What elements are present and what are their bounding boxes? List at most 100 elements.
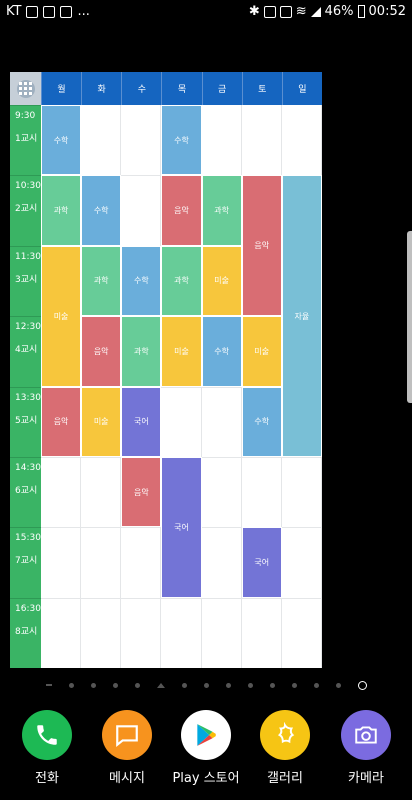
period-number: 2교시 [15,204,38,215]
page-dot[interactable] [68,682,74,688]
class-cell[interactable]: 음악 [161,175,202,246]
page-dot[interactable] [291,682,297,688]
timetable-menu-button[interactable] [10,72,41,105]
class-cell[interactable]: 미술 [161,316,202,387]
camera-icon [341,710,391,760]
download-notification-icon [60,5,73,18]
period-number: 6교시 [15,486,38,496]
class-cell[interactable]: 음악 [41,386,82,457]
class-cell[interactable]: 자율 [281,175,322,457]
page-dot[interactable] [181,682,187,688]
day-header: 목 [161,72,202,105]
period-time: 16:30 [15,603,41,614]
grid-divider [41,386,322,388]
page-dot[interactable] [357,680,367,690]
class-cell[interactable]: 수학 [121,245,162,317]
carrier-label: KT [6,4,22,19]
dock-app-play-store[interactable]: Play 스토어 [166,710,246,786]
page-dot[interactable] [203,682,209,688]
phone-icon [22,710,72,760]
class-cell[interactable]: 미술 [41,245,82,387]
page-dot[interactable] [156,682,165,688]
class-cell[interactable]: 음악 [241,175,282,317]
app-notification-icon [43,5,56,18]
page-dot[interactable] [247,682,253,688]
period-time: 11:30 [15,251,41,262]
gallery-notification-icon [26,5,39,18]
page-dot[interactable] [112,682,118,688]
period-number: 3교시 [15,274,38,285]
page-dot[interactable] [134,682,140,688]
dock-app-phone[interactable]: 전화 [7,710,87,786]
wifi-icon: ≋ [295,4,307,19]
class-cell[interactable]: 과학 [81,245,122,317]
dock-app-gallery[interactable]: 갤러리 [245,710,325,786]
class-cell[interactable]: 수학 [201,316,242,387]
class-cell[interactable]: 과학 [161,245,202,317]
period-label: 9:30 1교시 [10,105,41,175]
class-cell[interactable]: 국어 [161,457,202,598]
class-cell[interactable]: 미술 [201,245,242,317]
class-cell[interactable]: 국어 [241,527,282,598]
period-time: 15:30 [15,533,41,544]
period-label: 14:30 6교시 [10,457,41,527]
status-bar: KT ... ✱ ≋ 46% 00:52 [0,0,412,26]
dock-app-message[interactable]: 메시지 [87,710,167,786]
battery-percent: 46% [324,4,354,19]
day-header: 일 [281,72,322,105]
page-dot[interactable] [269,682,275,688]
page-dot[interactable] [90,682,96,688]
day-header: 화 [81,72,122,105]
edge-panel-handle[interactable] [407,231,412,403]
day-header: 금 [201,72,242,105]
class-cell[interactable]: 과학 [121,316,162,387]
class-cell[interactable]: 미술 [241,316,282,387]
signal-icon [310,6,321,17]
page-dot[interactable] [45,684,52,686]
class-cell[interactable]: 음악 [81,316,122,387]
app-label: Play 스토어 [172,771,240,786]
class-cell[interactable]: 국어 [121,386,162,457]
time-column: 9:30 1교시 10:30 2교시 11:30 3교시 12:30 4교시 13:30 5교시 1… [10,105,41,668]
class-cell[interactable]: 미술 [81,386,122,457]
class-cell[interactable]: 수학 [81,175,122,246]
class-cell[interactable]: 수학 [41,105,82,176]
period-time: 9:30 [15,111,36,121]
app-label: 메시지 [109,771,145,786]
gallery-icon [260,710,310,760]
period-number: 5교시 [15,415,38,426]
period-label: 10:30 2교시 [10,175,41,245]
app-label: 전화 [35,771,59,786]
play-store-icon [181,710,231,760]
page-dot[interactable] [335,682,341,688]
class-cell[interactable]: 수학 [161,105,202,176]
alarm-icon [279,5,292,18]
period-time: 10:30 [15,181,41,192]
page-dot[interactable] [225,682,231,688]
period-time: 12:30 [15,322,41,333]
page-dot[interactable] [313,682,319,688]
class-cell[interactable]: 과학 [41,175,82,246]
period-label: 16:30 8교시 [10,597,41,668]
class-cell[interactable]: 과학 [201,175,242,246]
period-number: 1교시 [15,134,38,144]
dock-app-camera[interactable]: 카메라 [326,710,406,786]
vibrate-icon [263,5,276,18]
bluetooth-icon: ✱ [248,4,260,19]
period-label: 13:30 5교시 [10,386,41,457]
period-time: 13:30 [15,392,41,403]
class-cell[interactable]: 음악 [121,457,162,528]
more-notifications: ... [77,4,90,19]
day-header: 월 [41,72,82,105]
period-time: 14:30 [15,463,41,473]
class-cell[interactable]: 수학 [241,386,282,457]
app-dock: 전화 메시지 Play 스토어 갤러리 카메라 [0,710,412,800]
app-label: 갤러리 [267,771,303,786]
period-number: 7교시 [15,556,38,567]
day-header: 수 [121,72,162,105]
period-label: 11:30 3교시 [10,245,41,316]
grid-menu-icon [16,79,35,98]
period-number: 8교시 [15,626,38,637]
